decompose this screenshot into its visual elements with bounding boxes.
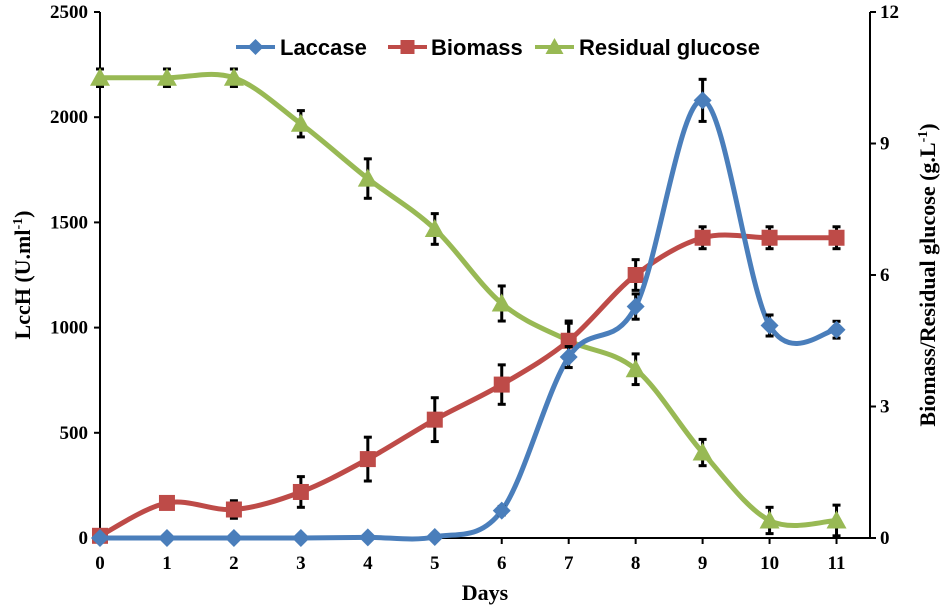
left-y-axis-title-sup: -1 bbox=[11, 218, 26, 230]
biomass-point bbox=[493, 376, 510, 393]
laccase-point bbox=[827, 320, 846, 339]
residual-glucose-point bbox=[357, 168, 378, 187]
x-tick-label: 4 bbox=[363, 553, 373, 574]
laccase-point bbox=[358, 528, 377, 547]
residual-glucose-line bbox=[100, 71, 837, 528]
legend-marker-biomass bbox=[400, 40, 415, 54]
x-tick-label: 9 bbox=[698, 553, 708, 574]
left-y-tick-label: 2000 bbox=[50, 107, 88, 128]
left-y-axis-title: LccH (U.ml-1) bbox=[10, 211, 35, 340]
x-axis-title: Days bbox=[462, 580, 509, 605]
right-y-tick-label: 6 bbox=[880, 265, 890, 286]
left-y-tick-label: 500 bbox=[60, 423, 89, 444]
left-y-axis-title-main: LccH (U.ml bbox=[10, 230, 35, 340]
legend-label-biomass: Biomass bbox=[431, 35, 523, 60]
x-tick-label: 8 bbox=[631, 553, 641, 574]
biomass-point bbox=[292, 483, 309, 500]
legend-marker-residual-glucose bbox=[545, 38, 564, 54]
laccase-point bbox=[559, 348, 578, 367]
left-y-tick-label: 1500 bbox=[50, 212, 88, 233]
residual-glucose-point bbox=[826, 510, 847, 529]
residual-glucose-point bbox=[156, 67, 177, 86]
residual-glucose-point bbox=[692, 442, 713, 461]
residual-glucose-point bbox=[625, 359, 646, 378]
laccase-point bbox=[224, 529, 243, 547]
left-y-tick-label: 2500 bbox=[50, 2, 88, 23]
laccase-point bbox=[693, 91, 712, 110]
right-y-axis-title-end: ) bbox=[915, 123, 940, 130]
x-tick-label: 6 bbox=[497, 553, 507, 574]
biomass-point bbox=[761, 229, 778, 246]
right-y-tick-label: 3 bbox=[880, 397, 890, 418]
laccase-point bbox=[425, 527, 444, 546]
x-tick-label: 1 bbox=[162, 553, 172, 574]
x-tick-label: 11 bbox=[828, 553, 846, 574]
residual-glucose-point bbox=[223, 67, 244, 86]
residual-glucose-point bbox=[290, 113, 311, 132]
x-tick-label: 7 bbox=[564, 553, 574, 574]
residual-glucose-point bbox=[491, 293, 512, 312]
x-tick-label: 3 bbox=[296, 553, 306, 574]
biomass-line bbox=[98, 232, 837, 539]
right-y-tick-label: 0 bbox=[880, 528, 890, 549]
biomass-point bbox=[828, 229, 845, 246]
legend-label-laccase: Laccase bbox=[280, 35, 367, 60]
laccase-point bbox=[492, 501, 511, 520]
right-y-axis-title-sup: -1 bbox=[916, 131, 931, 143]
biomass-point bbox=[426, 411, 443, 428]
laccase-point bbox=[91, 529, 109, 547]
right-y-axis-title-main: Biomass/Residual glucose (g.L bbox=[915, 142, 940, 426]
residual-glucose-point bbox=[759, 510, 780, 529]
right-y-tick-label: 9 bbox=[880, 134, 890, 155]
left-y-axis-title-end: ) bbox=[10, 211, 35, 218]
laccase-point bbox=[157, 529, 176, 547]
biomass-point bbox=[694, 229, 711, 246]
biomass-point bbox=[158, 494, 175, 511]
right-y-axis-title: Biomass/Residual glucose (g.L-1) bbox=[915, 123, 940, 426]
left-y-tick-label: 1000 bbox=[50, 318, 88, 339]
biomass-point bbox=[560, 332, 577, 349]
biomass-point bbox=[627, 267, 644, 283]
legend-marker-laccase bbox=[247, 39, 264, 55]
laccase-line bbox=[100, 97, 837, 542]
left-y-tick-label: 0 bbox=[79, 528, 89, 549]
biomass-point bbox=[225, 501, 242, 518]
legend-label-residual-glucose: Residual glucose bbox=[579, 35, 760, 60]
x-tick-label: 10 bbox=[760, 553, 779, 574]
x-tick-label: 2 bbox=[229, 553, 239, 574]
x-tick-label: 0 bbox=[95, 553, 105, 574]
residual-glucose-point bbox=[90, 67, 110, 86]
laccase-point bbox=[626, 297, 645, 316]
right-y-tick-label: 12 bbox=[880, 2, 899, 23]
x-tick-label: 5 bbox=[430, 553, 440, 574]
legend: Laccase Biomass Residual glucose bbox=[236, 35, 760, 60]
series-group bbox=[90, 67, 847, 547]
laccase-point bbox=[760, 316, 779, 335]
residual-glucose-point bbox=[424, 218, 445, 237]
laccase-point bbox=[291, 529, 310, 547]
biomass-point bbox=[359, 451, 376, 468]
